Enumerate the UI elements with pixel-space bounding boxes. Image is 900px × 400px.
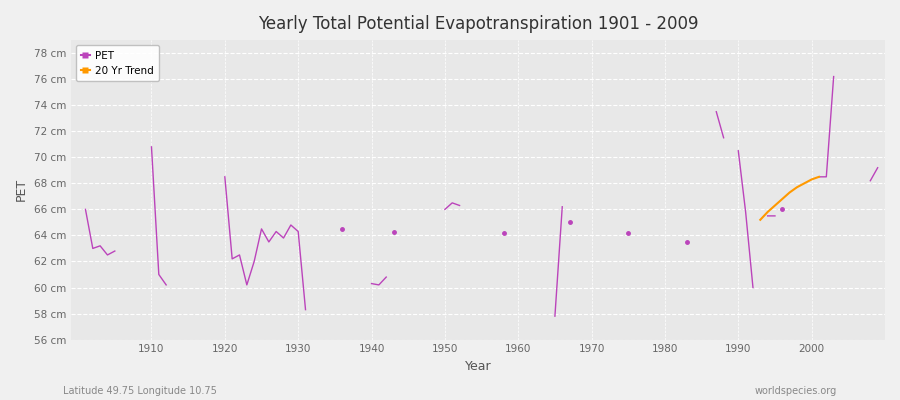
Y-axis label: PET: PET bbox=[15, 178, 28, 202]
Legend: PET, 20 Yr Trend: PET, 20 Yr Trend bbox=[76, 45, 158, 81]
Text: worldspecies.org: worldspecies.org bbox=[755, 386, 837, 396]
Title: Yearly Total Potential Evapotranspiration 1901 - 2009: Yearly Total Potential Evapotranspiratio… bbox=[257, 15, 698, 33]
Text: Latitude 49.75 Longitude 10.75: Latitude 49.75 Longitude 10.75 bbox=[63, 386, 217, 396]
X-axis label: Year: Year bbox=[464, 360, 491, 373]
